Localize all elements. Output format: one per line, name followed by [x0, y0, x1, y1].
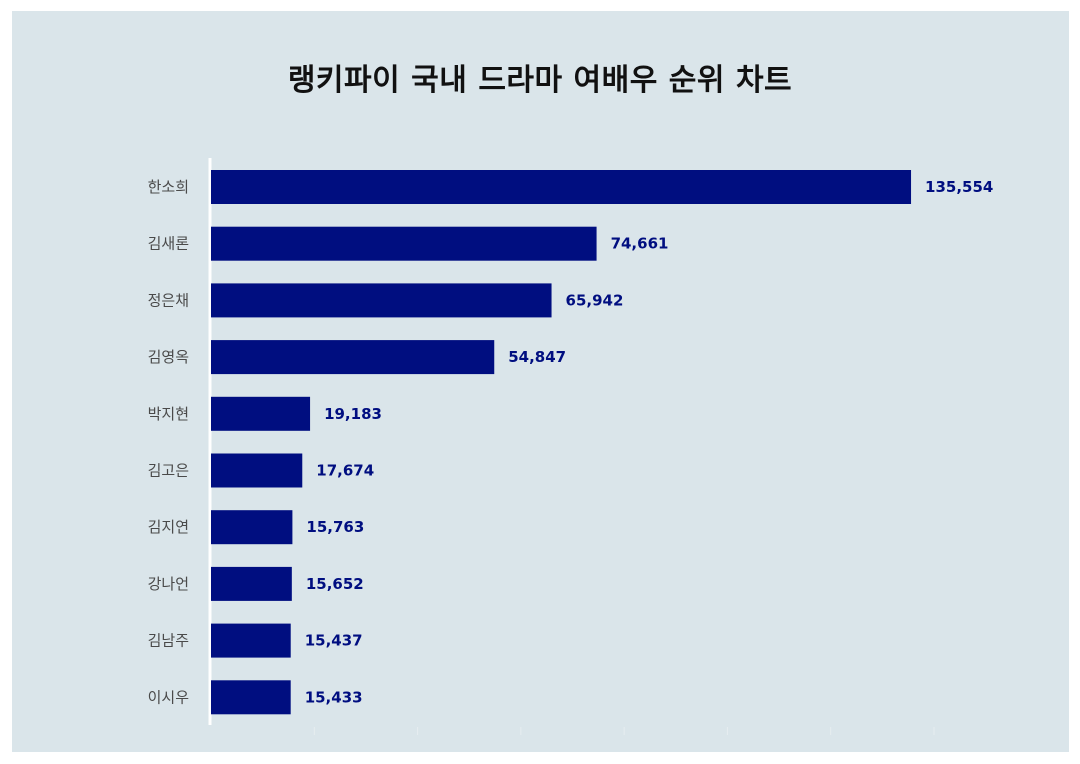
bar: [211, 396, 311, 431]
bar: [211, 170, 912, 204]
value-label: 135,554: [925, 178, 993, 196]
category-label: 박지현: [148, 405, 189, 423]
category-label: 이시우: [148, 688, 190, 706]
category-label: 김영옥: [148, 348, 189, 366]
bar: [211, 566, 292, 601]
value-label: 17,674: [316, 462, 374, 480]
value-label: 54,847: [508, 348, 566, 366]
chart-title: 랭키파이 국내 드라마 여배우 순위 차트: [287, 63, 793, 98]
bar: [211, 680, 291, 715]
category-label: 김남주: [148, 632, 189, 650]
value-label: 15,652: [306, 575, 364, 593]
category-label: 강나언: [148, 575, 189, 593]
bar: [211, 226, 597, 261]
category-label: 김지연: [148, 518, 189, 536]
category-label: 한소희: [148, 178, 189, 196]
category-label: 김고은: [148, 462, 189, 480]
value-label: 65,942: [566, 291, 624, 309]
value-label: 15,437: [305, 632, 363, 650]
value-label: 15,763: [306, 518, 364, 536]
category-label: 김새론: [148, 235, 190, 253]
bar: [211, 340, 495, 375]
bar: [211, 453, 303, 488]
value-label: 74,661: [611, 235, 669, 253]
bar: [211, 623, 291, 658]
category-label: 정은채: [148, 291, 189, 309]
bar: [211, 283, 552, 318]
value-label: 15,433: [305, 688, 363, 706]
bar: [211, 510, 293, 545]
value-label: 19,183: [324, 405, 382, 423]
chart-background: [12, 11, 1069, 752]
